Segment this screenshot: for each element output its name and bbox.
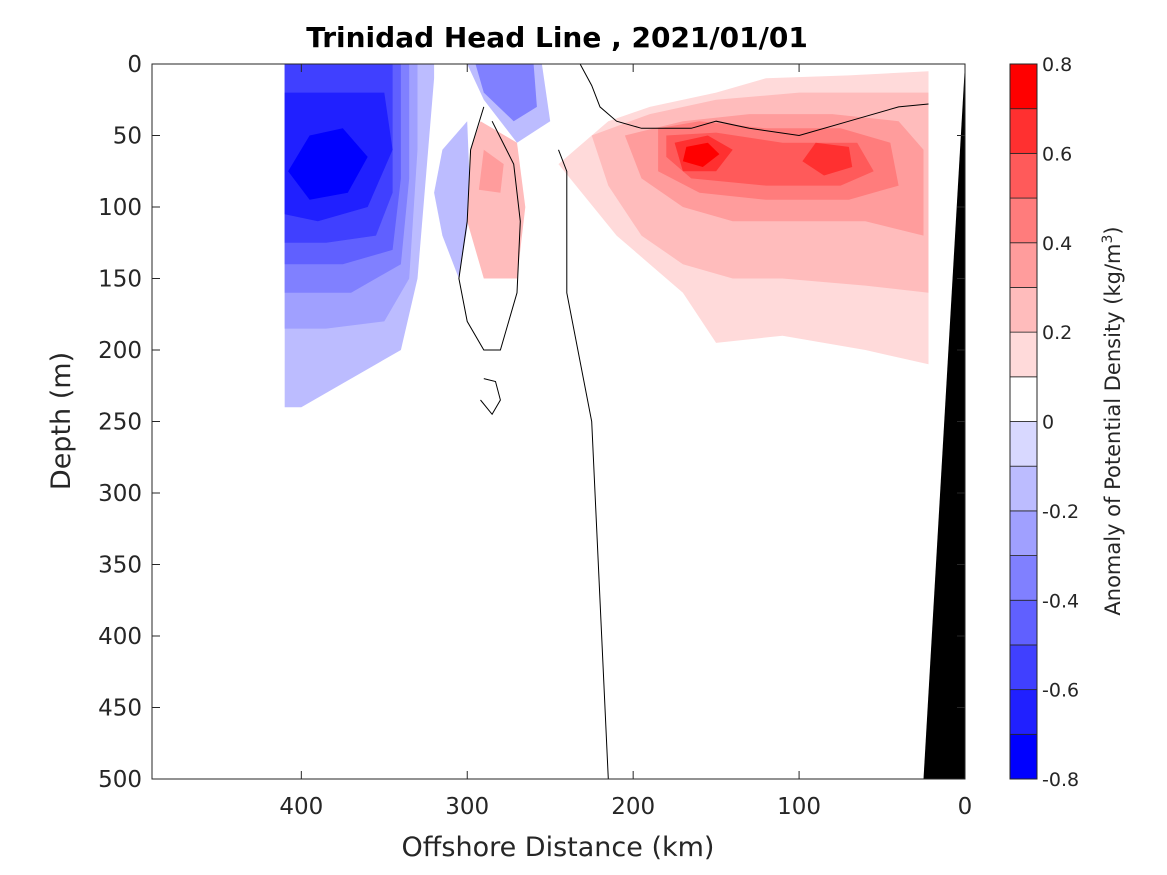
colorbar-tick-label: 0.2	[1042, 322, 1072, 344]
colorbar-segment	[1009, 644, 1038, 691]
colorbar-segment	[1009, 689, 1038, 735]
colorbar-segment	[1009, 555, 1038, 601]
colorbar-frame	[1009, 63, 1038, 780]
zero-contour-2	[480, 378, 501, 416]
colorbar-label-end: )	[1101, 226, 1125, 234]
colorbar-tick-label: -0.6	[1042, 680, 1079, 702]
y-axis-label: Depth (m)	[46, 352, 77, 490]
zero-contour-1	[458, 106, 521, 351]
colorbar-tick-label: -0.8	[1042, 769, 1079, 791]
y-tick-label: 300	[98, 481, 142, 507]
colorbar-tick-label: -0.2	[1042, 501, 1079, 523]
colorbar-segment	[1009, 510, 1038, 556]
colorbar-tick-label: 0.6	[1042, 143, 1072, 165]
colorbar-segment	[1009, 63, 1038, 110]
colorbar: 0.8 0.6 0.4 0.2 0 -0.2 -0.4 -0.6 -0.8	[1009, 54, 1079, 791]
anomaly-region-16	[802, 142, 853, 176]
y-tick-label: 100	[98, 195, 142, 221]
x-tick-label: 300	[445, 794, 489, 820]
axes: 400 300 200 100 0 0 50 100 150 200 250 300 350 400 450…	[98, 52, 972, 820]
colorbar-tick-label: 0.4	[1042, 233, 1072, 255]
x-tick-label: 0	[958, 794, 973, 820]
colorbar-tick-label: 0.8	[1042, 54, 1072, 76]
y-tick-label: 0	[127, 52, 142, 78]
x-tick-label: 200	[611, 794, 655, 820]
chart-title: Trinidad Head Line , 2021/01/01	[306, 21, 808, 54]
colorbar-label-superscript: 3	[1100, 235, 1116, 244]
colorbar-tick-label: 0	[1042, 412, 1054, 434]
colorbar-label-main: Anomaly of Potential Density (kg/m	[1101, 244, 1125, 616]
y-tick-label: 350	[98, 553, 142, 579]
colorbar-tick-label: -0.4	[1042, 590, 1079, 612]
colorbar-segment	[1009, 465, 1038, 512]
zero-contour-0	[579, 64, 929, 137]
anomaly-region-19	[478, 149, 504, 193]
anomaly-region-18	[467, 121, 526, 279]
colorbar-segment	[1009, 376, 1038, 422]
land-mask	[923, 64, 965, 779]
colorbar-segment	[1009, 197, 1038, 244]
colorbar-segment	[1009, 108, 1038, 154]
y-tick-label: 150	[98, 267, 142, 293]
y-tick-label: 500	[98, 767, 142, 793]
colorbar-segment	[1009, 242, 1038, 288]
anomaly-region-6	[288, 128, 368, 200]
y-tick-label: 450	[98, 696, 142, 722]
y-tick-label: 50	[113, 124, 142, 150]
colorbar-segment	[1009, 152, 1038, 199]
colorbar-segment	[1009, 331, 1038, 378]
y-tick-label: 250	[98, 410, 142, 436]
colorbar-segment	[1009, 733, 1038, 780]
y-tick-label: 200	[98, 338, 142, 364]
x-tick-label: 400	[279, 794, 323, 820]
x-axis-label: Offshore Distance (km)	[402, 832, 715, 863]
plot-area	[152, 64, 965, 779]
anomaly-region-9	[434, 121, 471, 279]
y-tick-label: 400	[98, 624, 142, 650]
colorbar-label: Anomaly of Potential Density (kg/m3)	[1100, 226, 1125, 615]
colorbar-segment	[1009, 421, 1038, 467]
anomaly-region-17	[682, 142, 720, 167]
colorbar-segment	[1009, 599, 1038, 646]
zero-contour-3	[558, 149, 609, 779]
colorbar-segment	[1009, 287, 1038, 333]
anomaly-region-8	[475, 64, 537, 122]
x-tick-label: 100	[777, 794, 821, 820]
